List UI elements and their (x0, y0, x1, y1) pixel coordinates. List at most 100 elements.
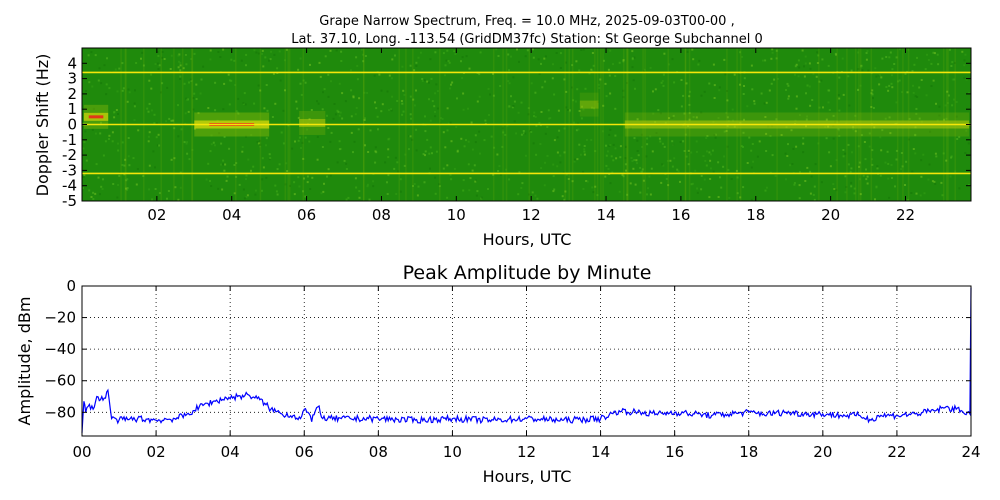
noise-speck (156, 144, 159, 147)
noise-speck (85, 90, 87, 92)
noise-speck (470, 121, 473, 124)
noise-speck (649, 135, 652, 138)
noise-speck (596, 101, 599, 103)
noise-speck (912, 148, 915, 150)
noise-speck (795, 107, 798, 110)
noise-speck (104, 140, 107, 143)
noise-speck (153, 122, 156, 125)
noise-speck (786, 82, 789, 85)
noise-speck (245, 135, 247, 138)
figure-title-line2: Lat. 37.10, Long. -113.54 (GridDM37fc) S… (291, 32, 762, 47)
noise-speck (226, 175, 229, 178)
x-tick-label: 04 (222, 206, 241, 224)
noise-speck (937, 63, 940, 66)
noise-speck (787, 95, 790, 98)
noise-speck (520, 101, 523, 104)
noise-speck (549, 117, 552, 120)
noise-speck (293, 193, 296, 196)
noise-speck (884, 161, 887, 164)
noise-speck (690, 183, 693, 186)
noise-speck (287, 124, 290, 127)
noise-speck (337, 110, 340, 113)
noise-speck (245, 174, 248, 177)
noise-speck (154, 166, 156, 169)
noise-speck (506, 124, 509, 127)
noise-speck (446, 107, 449, 110)
noise-speck (462, 92, 465, 95)
noise-speck (345, 198, 348, 201)
noise-speck (250, 134, 253, 136)
noise-speck (572, 99, 575, 102)
noise-speck (952, 98, 955, 101)
noise-speck (873, 126, 876, 129)
noise-speck (243, 92, 246, 95)
noise-speck (179, 78, 182, 80)
noise-speck (820, 79, 823, 82)
noise-speck (88, 81, 91, 84)
noise-speck (950, 65, 953, 67)
noise-speck (857, 145, 860, 148)
noise-speck (350, 89, 353, 92)
noise-speck (614, 107, 617, 110)
noise-speck (658, 137, 661, 140)
noise-speck (894, 185, 896, 188)
noise-speck (195, 98, 198, 100)
noise-speck (349, 69, 352, 72)
noise-speck (304, 81, 307, 84)
noise-speck (82, 122, 85, 125)
noise-speck (462, 179, 465, 182)
noise-speck (467, 107, 469, 110)
noise-speck (544, 80, 547, 83)
noise-speck (821, 58, 824, 61)
noise-speck (608, 74, 611, 77)
noise-speck (320, 192, 323, 195)
noise-speck (624, 157, 627, 160)
noise-speck (100, 185, 103, 188)
noise-speck (865, 168, 867, 171)
noise-speck (626, 193, 629, 196)
noise-speck (271, 116, 274, 118)
noise-speck (214, 81, 217, 84)
noise-speck (857, 68, 860, 70)
noise-speck (825, 118, 828, 121)
noise-speck (934, 182, 937, 185)
y-tick-label: -5 (62, 192, 77, 210)
noise-speck (723, 130, 726, 133)
noise-speck (624, 163, 627, 166)
noise-speck (396, 100, 399, 102)
noise-speck (551, 77, 554, 80)
noise-speck (696, 191, 699, 194)
noise-speck (563, 78, 566, 81)
noise-speck (723, 58, 726, 61)
noise-speck (918, 86, 921, 89)
noise-speck (552, 190, 555, 193)
noise-speck (673, 157, 676, 160)
noise-speck (676, 168, 679, 171)
noise-speck (186, 152, 189, 155)
noise-speck (499, 85, 502, 87)
noise-speck (914, 152, 917, 155)
noise-speck (121, 89, 124, 92)
noise-speck (330, 80, 332, 83)
noise-speck (212, 141, 215, 144)
noise-speck (108, 87, 111, 90)
noise-speck (636, 118, 639, 121)
noise-speck (409, 113, 412, 116)
noise-speck (252, 165, 255, 168)
noise-speck (552, 163, 555, 166)
noise-speck (327, 168, 330, 171)
noise-speck (235, 175, 238, 178)
noise-speck (859, 84, 862, 87)
noise-speck (479, 51, 482, 54)
noise-speck (409, 64, 412, 67)
noise-speck (858, 161, 861, 164)
noise-speck (713, 84, 716, 87)
noise-speck (121, 62, 124, 65)
noise-speck (533, 111, 536, 114)
noise-speck (639, 166, 642, 169)
noise-speck (732, 119, 734, 122)
noise-speck (571, 180, 574, 183)
noise-speck (353, 140, 356, 143)
noise-speck (126, 188, 129, 191)
noise-speck (478, 95, 481, 98)
